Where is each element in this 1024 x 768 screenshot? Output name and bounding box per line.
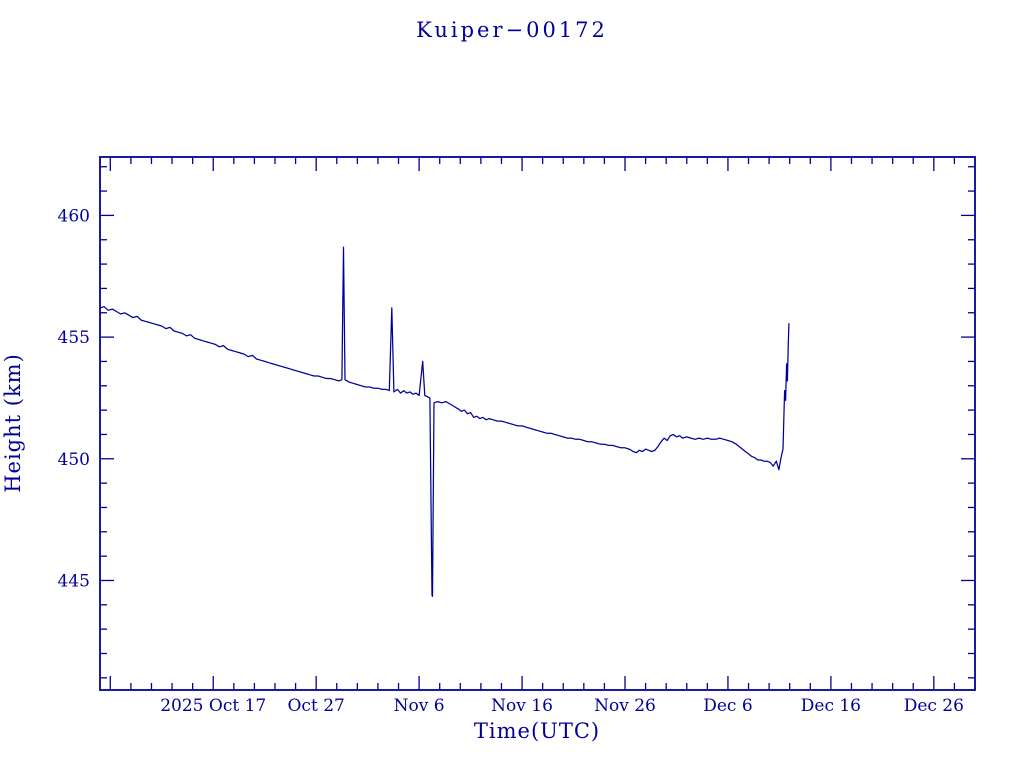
x-axis-label: Time(UTC) (474, 719, 600, 743)
y-tick-label: 445 (58, 571, 90, 591)
x-tick-label: 2025 Oct 17 (160, 696, 266, 716)
y-tick-label: 455 (58, 328, 90, 348)
y-tick-label: 450 (58, 450, 90, 470)
x-tick-label: Nov 6 (394, 696, 445, 716)
x-tick-label: Dec 6 (703, 696, 752, 716)
x-tick-label: Oct 27 (288, 696, 345, 716)
x-tick-label: Nov 16 (491, 696, 553, 716)
chart-axes: 2025 Oct 17 Oct 27 Nov 6 Nov 16 Nov 26 Dec 6 D… (58, 156, 976, 716)
plot-border (99, 156, 976, 691)
y-tick-label: 460 (58, 206, 90, 226)
chart-title: Kuiper−00172 (416, 18, 608, 42)
y-axis-label: Height (km) (1, 353, 25, 493)
chart-series (99, 246, 790, 597)
x-tick-label: Nov 26 (594, 696, 656, 716)
x-tick-label: Dec 16 (801, 696, 861, 716)
x-tick-label: Dec 26 (904, 696, 964, 716)
height-line (99, 246, 790, 597)
